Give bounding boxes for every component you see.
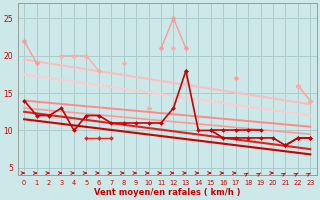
X-axis label: Vent moyen/en rafales ( km/h ): Vent moyen/en rafales ( km/h ) (94, 188, 241, 197)
